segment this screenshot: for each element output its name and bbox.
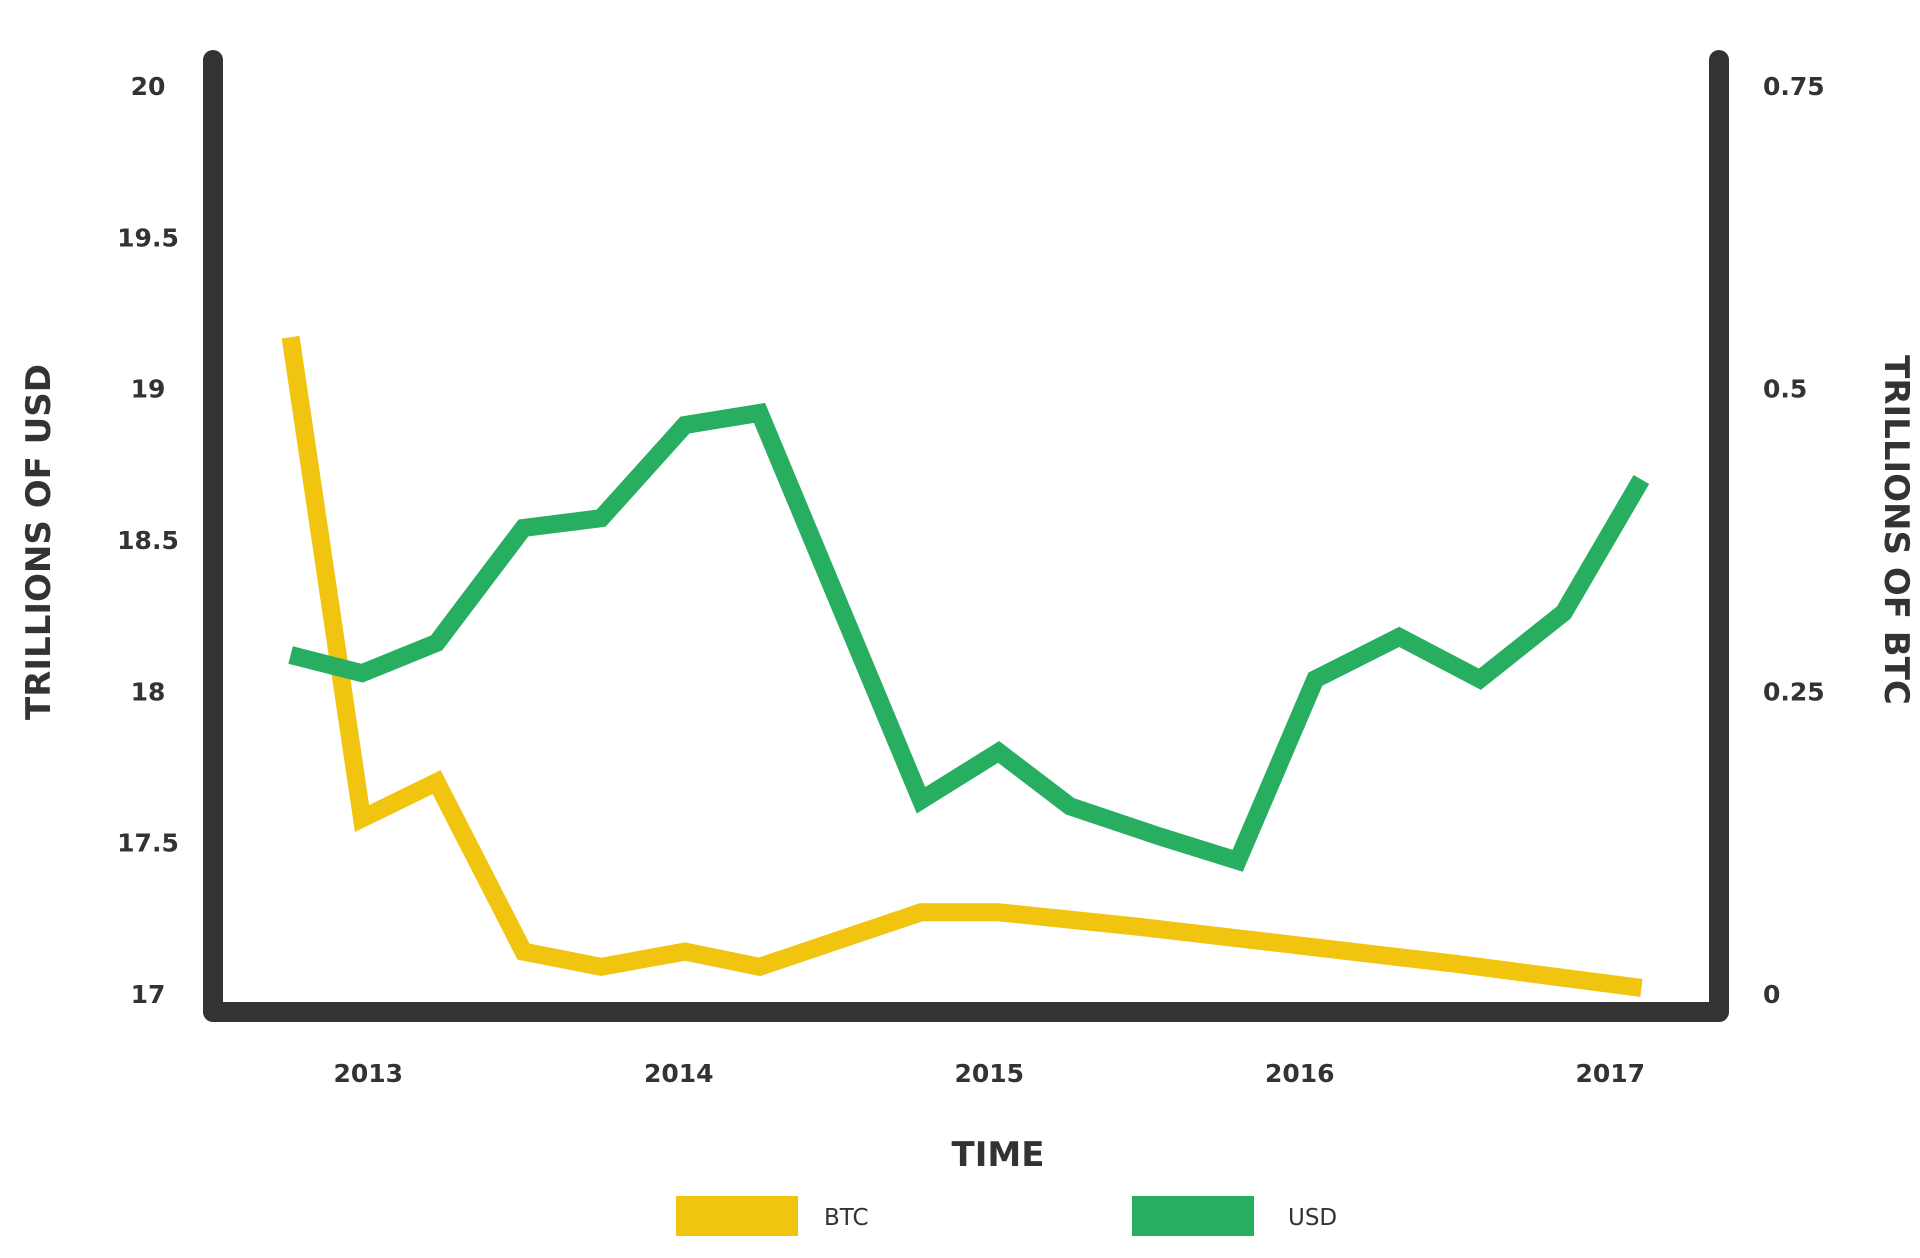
series-line-usd [288, 402, 1650, 872]
x-tick-label: 2016 [1265, 1059, 1335, 1088]
y-left-tick-label: 18.5 [117, 526, 179, 555]
y-left-tick-label: 20 [131, 72, 166, 101]
right-axis-ticks: 0.75 0.5 0.25 0 [1763, 72, 1825, 1009]
y-left-tick-label: 17 [131, 980, 166, 1009]
y-left-tick-label: 18 [131, 677, 166, 706]
y-axis-right-title: TRILLIONS OF BTC [1876, 355, 1916, 705]
y-right-tick-label: 0.25 [1763, 677, 1825, 706]
y-left-tick-label: 19 [131, 375, 166, 404]
x-axis-title: TIME [952, 1135, 1045, 1175]
legend-swatch-btc [676, 1196, 798, 1236]
y-right-tick-label: 0.75 [1763, 72, 1825, 101]
legend-label-btc: BTC [824, 1205, 869, 1231]
series-lines [281, 335, 1650, 997]
legend-label-usd: USD [1288, 1205, 1337, 1231]
y-axis-left-title: TRILLIONS OF USD [19, 364, 59, 720]
y-left-tick-label: 17.5 [117, 829, 179, 858]
axis-frame [203, 50, 1729, 1022]
y-right-tick-label: 0.5 [1763, 375, 1807, 404]
legend: BTC USD [676, 1196, 1337, 1236]
x-tick-label: 2015 [955, 1059, 1025, 1088]
y-right-tick-label: 0 [1763, 980, 1780, 1009]
left-axis-ticks: 20 19.5 19 18.5 18 17.5 17 [117, 72, 179, 1009]
x-tick-label: 2017 [1576, 1059, 1646, 1088]
chart-axes [203, 50, 1729, 1022]
x-tick-label: 2013 [334, 1059, 404, 1088]
x-tick-label: 2014 [644, 1059, 714, 1088]
y-left-tick-label: 19.5 [117, 223, 179, 252]
x-axis-ticks: 2013 2014 2015 2016 2017 [334, 1059, 1646, 1088]
legend-swatch-usd [1132, 1196, 1254, 1236]
series-line-btc [281, 335, 1643, 997]
